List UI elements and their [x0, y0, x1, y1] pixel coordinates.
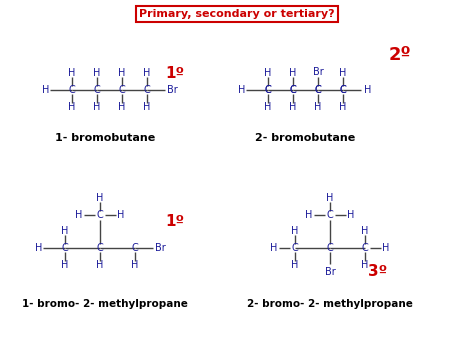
Text: H: H — [361, 260, 369, 270]
Text: H: H — [61, 260, 69, 270]
Text: H: H — [61, 226, 69, 236]
Text: C: C — [97, 210, 103, 220]
Text: 1- bromobutane: 1- bromobutane — [55, 133, 155, 143]
Text: 1- bromo- 2- methylpropane: 1- bromo- 2- methylpropane — [22, 299, 188, 309]
Text: 1º: 1º — [165, 214, 184, 229]
Text: H: H — [361, 226, 369, 236]
Text: C: C — [290, 85, 296, 95]
Text: H: H — [383, 243, 390, 253]
Text: C: C — [292, 243, 298, 253]
Text: H: H — [347, 210, 355, 220]
Text: H: H — [339, 102, 346, 112]
Text: H: H — [264, 68, 272, 78]
Text: H: H — [68, 102, 76, 112]
Text: H: H — [305, 210, 313, 220]
Text: H: H — [68, 68, 76, 78]
Text: H: H — [270, 243, 278, 253]
Text: H: H — [292, 226, 299, 236]
Text: H: H — [118, 68, 126, 78]
Text: H: H — [96, 193, 104, 203]
Text: H: H — [93, 102, 100, 112]
Text: C: C — [327, 210, 333, 220]
Text: H: H — [238, 85, 246, 95]
Text: C: C — [132, 243, 138, 253]
Text: C: C — [315, 85, 321, 95]
Text: H: H — [264, 102, 272, 112]
Text: H: H — [326, 193, 334, 203]
Text: C: C — [362, 243, 368, 253]
Text: C: C — [118, 85, 126, 95]
Text: H: H — [96, 260, 104, 270]
Text: H: H — [118, 102, 126, 112]
Text: C: C — [264, 85, 272, 95]
Text: 3º: 3º — [368, 264, 388, 279]
Text: H: H — [339, 68, 346, 78]
Text: H: H — [292, 260, 299, 270]
Text: C: C — [327, 243, 333, 253]
Text: H: H — [143, 102, 151, 112]
Text: H: H — [93, 68, 100, 78]
Text: H: H — [289, 68, 297, 78]
Text: C: C — [94, 85, 100, 95]
Text: H: H — [143, 68, 151, 78]
Text: C: C — [69, 85, 75, 95]
Text: C: C — [340, 85, 346, 95]
Text: 2- bromobutane: 2- bromobutane — [255, 133, 355, 143]
Text: Br: Br — [155, 243, 165, 253]
Text: H: H — [75, 210, 82, 220]
Text: H: H — [117, 210, 125, 220]
Text: C: C — [315, 85, 321, 95]
Text: 1º: 1º — [165, 66, 184, 81]
Text: Br: Br — [313, 67, 323, 77]
Text: C: C — [340, 85, 346, 95]
Text: Primary, secondary or tertiary?: Primary, secondary or tertiary? — [139, 9, 335, 19]
Text: H: H — [314, 102, 322, 112]
Text: C: C — [62, 243, 68, 253]
Text: 2- bromo- 2- methylpropane: 2- bromo- 2- methylpropane — [247, 299, 413, 309]
Text: C: C — [264, 85, 272, 95]
Text: 2º: 2º — [389, 46, 411, 64]
Text: C: C — [290, 85, 296, 95]
Text: H: H — [289, 102, 297, 112]
Text: C: C — [144, 85, 150, 95]
Text: Br: Br — [167, 85, 177, 95]
Text: H: H — [35, 243, 43, 253]
Text: H: H — [131, 260, 139, 270]
Text: C: C — [97, 243, 103, 253]
Text: H: H — [365, 85, 372, 95]
Text: Br: Br — [325, 267, 336, 277]
Text: H: H — [42, 85, 50, 95]
